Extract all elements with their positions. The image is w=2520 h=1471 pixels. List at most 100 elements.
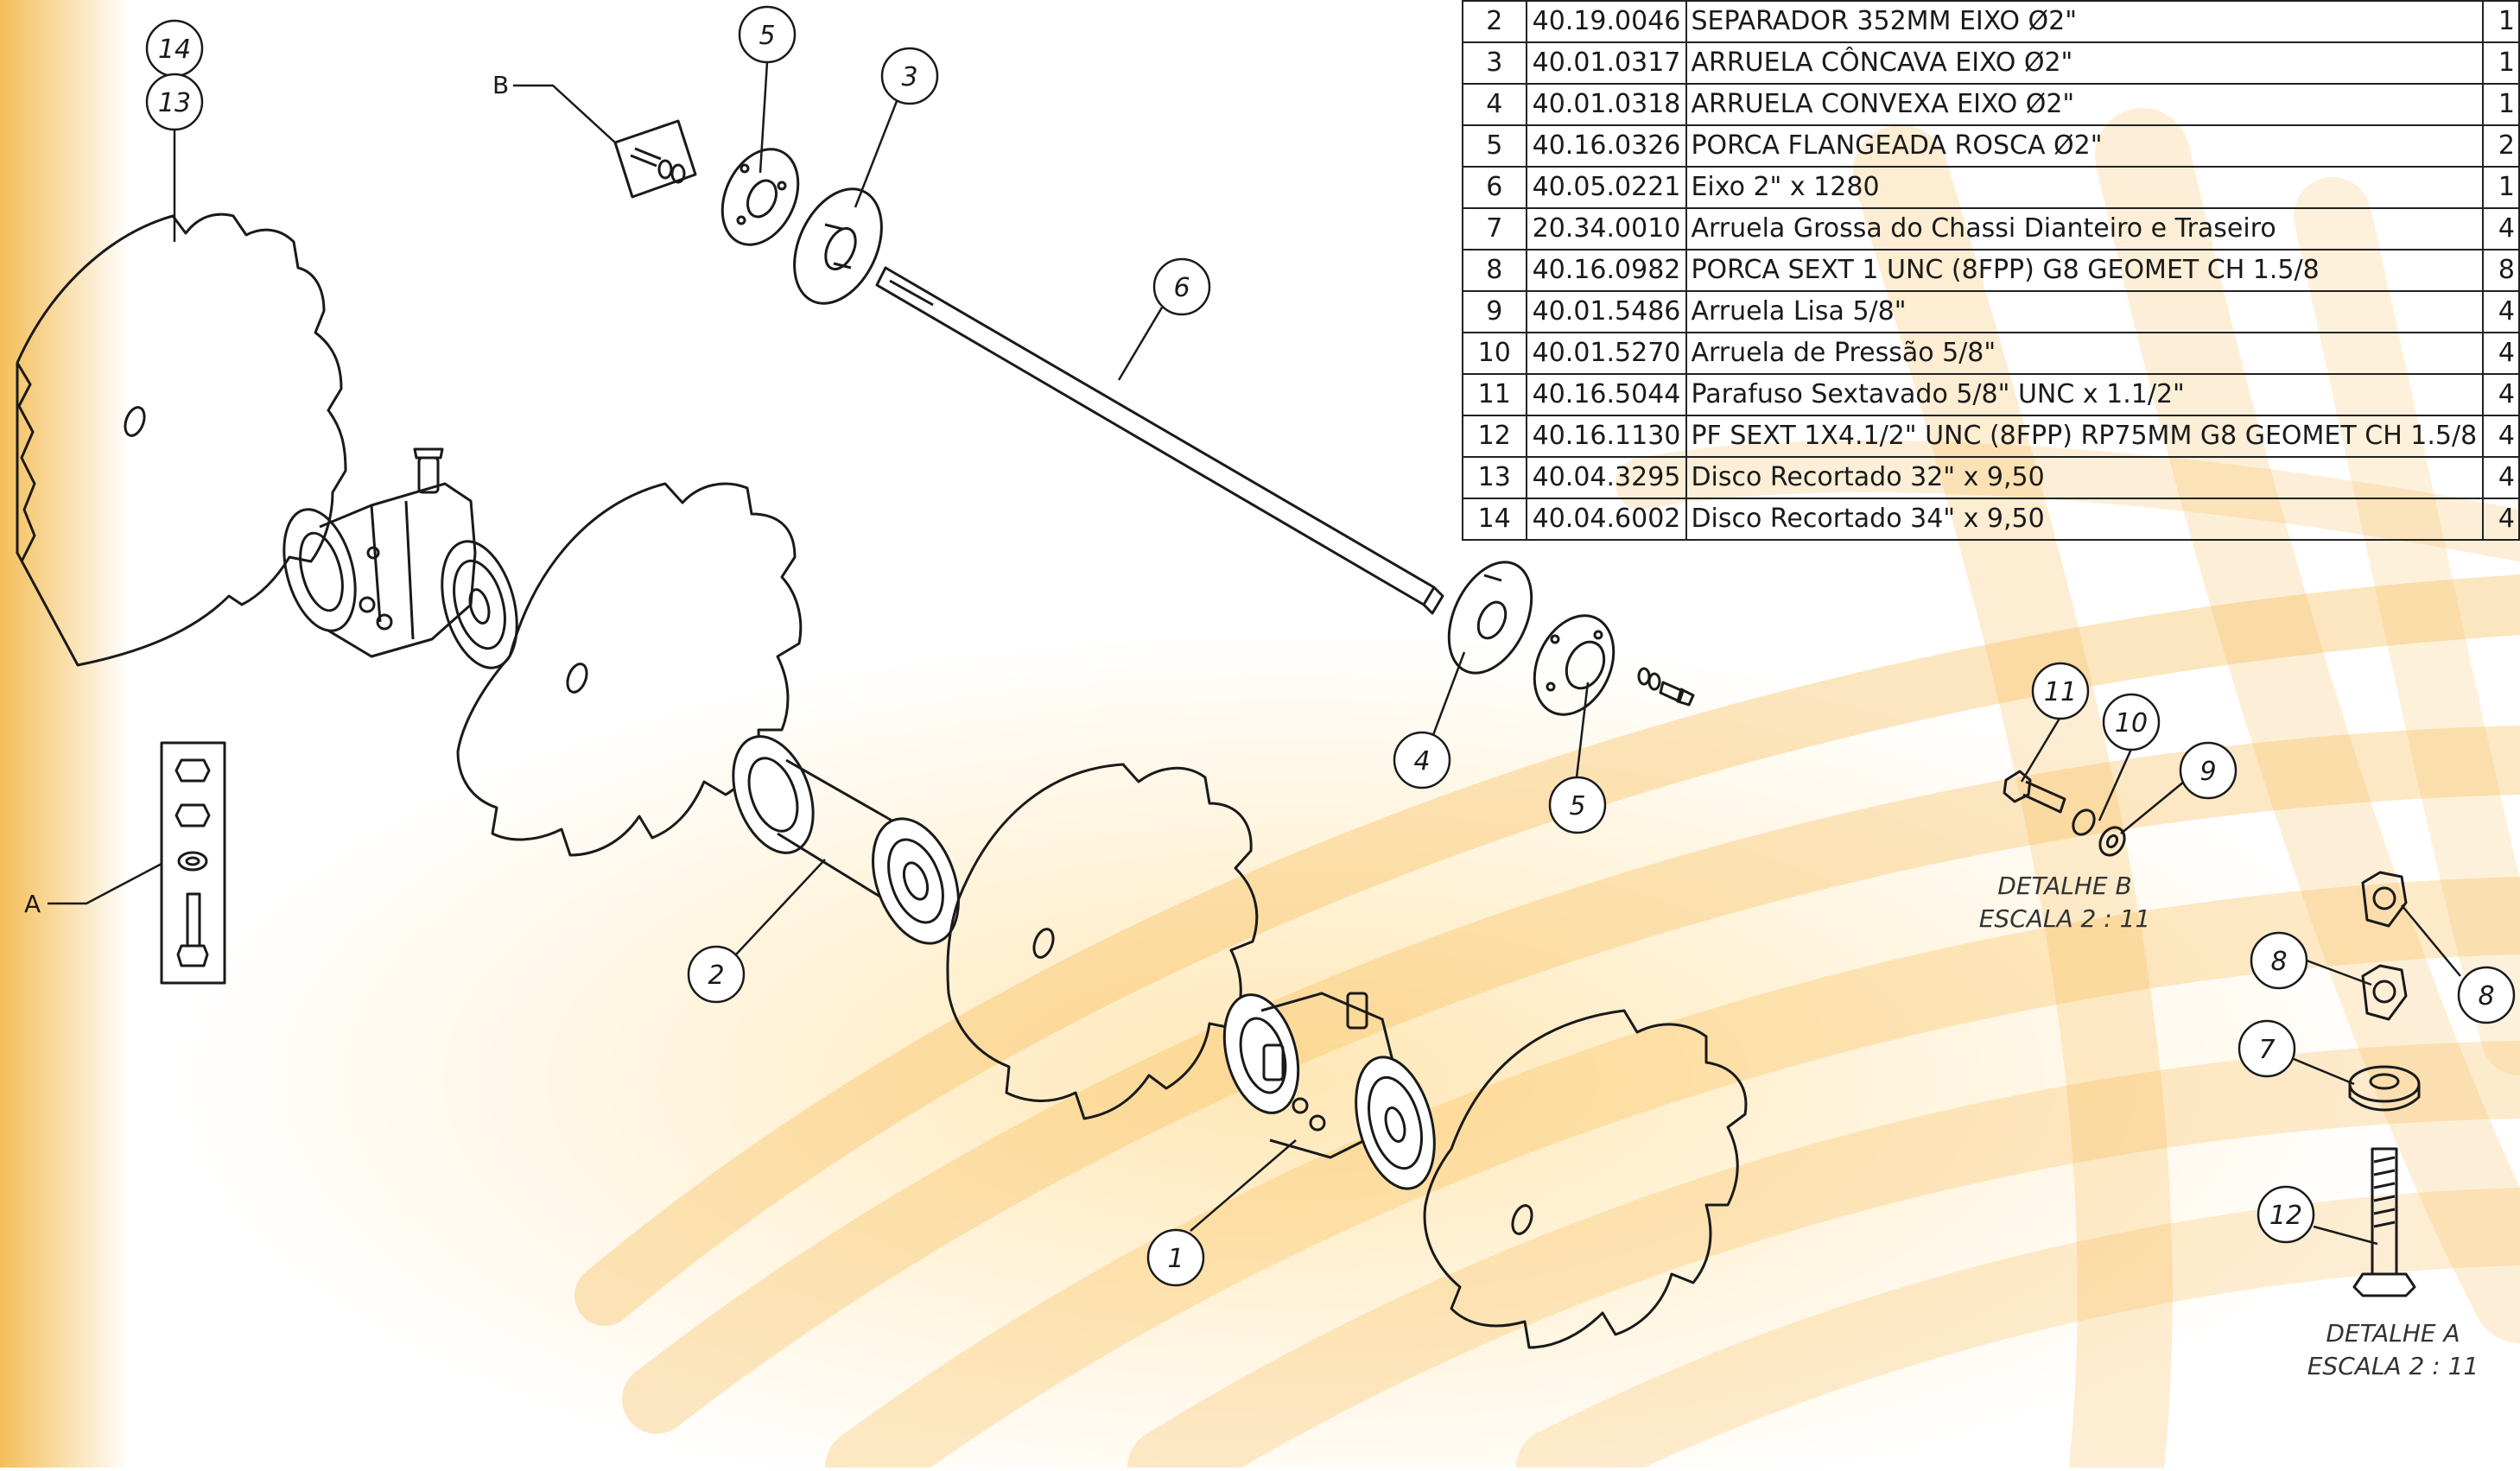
table-cell-item: 5 [1462,124,1527,168]
table-cell-description: PORCA FLANGEADA ROSCA Ø2" [1685,124,2485,168]
table-cell-description: ARRUELA CONVEXA EIXO Ø2" [1685,83,2485,126]
table-row: 7 20.34.0010 Arruela Grossa do Chassi Dian… [1462,207,2520,250]
table-cell-qty: 4 [2482,332,2520,375]
detail-a-parts-frame [160,741,226,985]
flanged-nut-upper [720,148,800,246]
table-cell-qty: 1 [2482,83,2520,126]
table-cell-qty: 8 [2482,249,2520,292]
balloon-12: 12 [2269,1201,2302,1231]
table-cell-qty: 4 [2482,498,2520,541]
table-row: 11 40.16.5044 Parafuso Sextavado 5/8" UNC … [1462,373,2520,416]
table-cell-code: 40.04.6002 [1525,498,1688,541]
balloon-5-lower: 5 [1569,791,1585,821]
balloon-7: 7 [2258,1035,2275,1065]
table-row: 12 40.16.1130 PF SEXT 1X4.1/2" UNC (8FPP) … [1462,415,2520,458]
table-row: 8 40.16.0982 PORCA SEXT 1 UNC (8FPP) G8 GE… [1462,249,2520,292]
balloon-4: 4 [1413,746,1430,777]
table-cell-description: Arruela Grossa do Chassi Dianteiro e Tra… [1685,207,2485,250]
flanged-nut-right [1533,614,1615,716]
table-cell-description: PF SEXT 1X4.1/2" UNC (8FPP) RP75MM G8 GE… [1685,415,2485,458]
table-cell-qty: 1 [2482,0,2520,43]
detail-a-parts [2348,871,2421,1297]
table-cell-item: 13 [1462,456,1527,499]
table-cell-description: Arruela Lisa 5/8" [1685,290,2485,333]
detail-b-parts [2003,770,2126,857]
table-cell-code: 40.04.3295 [1525,456,1688,499]
concave-washer [793,187,883,305]
table-cell-qty: 2 [2482,124,2520,168]
table-cell-qty: 4 [2482,290,2520,333]
balloon-labels: 14 13 5 3 6 4 5 2 1 11 10 9 8 8 7 12 [158,21,2495,1274]
small-bolt-right [1637,667,1695,707]
table-cell-description: Parafuso Sextavado 5/8" UNC x 1.1/2" [1685,373,2485,416]
table-cell-code: 40.16.1130 [1525,415,1688,458]
bearing-hub-lower [1222,992,1436,1190]
table-cell-item: 11 [1462,373,1527,416]
callout-letter-b: B [492,71,509,99]
table-cell-description: SEPARADOR 352MM EIXO Ø2" [1685,0,2485,43]
detail-b-scale: ESCALA 2 : 11 [1979,904,2151,933]
balloon-14: 14 [158,35,191,65]
table-cell-description: Eixo 2" x 1280 [1685,166,2485,209]
table-row: 4 40.01.0318 ARRUELA CONVEXA EIXO Ø2" 1 [1462,83,2520,126]
bearing-hub-left [282,447,518,669]
table-cell-item: 2 [1462,0,1527,43]
table-row: 3 40.01.0317 ARRUELA CÔNCAVA EIXO Ø2" 1 [1462,41,2520,85]
detail-captions: DETALHE B ESCALA 2 : 11 DETALHE A ESCALA… [1979,872,2479,1380]
balloon-6: 6 [1173,273,1190,303]
table-cell-qty: 1 [2482,41,2520,85]
table-cell-qty: 4 [2482,415,2520,458]
balloon-2: 2 [708,961,724,991]
balloon-11: 11 [2044,677,2077,707]
table-row: 6 40.05.0221 Eixo 2" x 1280 1 [1462,166,2520,209]
table-cell-description: Arruela de Pressão 5/8" [1685,332,2485,375]
table-cell-item: 10 [1462,332,1527,375]
table-cell-description: Disco Recortado 34" x 9,50 [1685,498,2485,541]
table-row: 10 40.01.5270 Arruela de Pressão 5/8" 4 [1462,332,2520,375]
table-cell-item: 3 [1462,41,1527,85]
table-cell-qty: 1 [2482,166,2520,209]
disc-left [16,212,347,667]
leader-lines [48,61,2461,1246]
detail-callout-letters: B A [24,71,509,918]
table-cell-code: 40.05.0221 [1525,166,1688,209]
detail-a-scale: ESCALA 2 : 11 [2307,1352,2479,1380]
detail-a-title: DETALHE A [2326,1319,2460,1347]
balloon-8-left: 8 [2270,947,2287,977]
convex-washer [1447,561,1533,675]
table-cell-code: 40.16.5044 [1525,373,1688,416]
disc-bottom-right [1423,1009,1748,1349]
table-cell-item: 8 [1462,249,1527,292]
table-cell-code: 40.16.0982 [1525,249,1688,292]
balloon-13: 13 [158,88,191,118]
table-cell-code: 40.01.0317 [1525,41,1688,85]
balloons [145,5,2516,1287]
table-cell-code: 40.01.0318 [1525,83,1688,126]
table-cell-code: 40.01.5486 [1525,290,1688,333]
table-row: 9 40.01.5486 Arruela Lisa 5/8" 4 [1462,290,2520,333]
table-cell-code: 40.16.0326 [1525,124,1688,168]
shaft-axle [875,266,1444,615]
balloon-10: 10 [2115,708,2148,739]
balloon-8-right: 8 [2478,981,2494,1011]
table-cell-item: 4 [1462,83,1527,126]
table-row: 13 40.04.3295 Disco Recortado 32" x 9,50 4 [1462,456,2520,499]
table-cell-item: 9 [1462,290,1527,333]
table-row: 5 40.16.0326 PORCA FLANGEADA ROSCA Ø2" 2 [1462,124,2520,168]
bolt-group-b [613,119,697,199]
balloon-5-upper: 5 [759,21,775,51]
table-cell-item: 7 [1462,207,1527,250]
table-cell-code: 20.34.0010 [1525,207,1688,250]
table-cell-qty: 4 [2482,456,2520,499]
table-cell-qty: 4 [2482,207,2520,250]
table-cell-item: 6 [1462,166,1527,209]
spacer-tube [732,735,960,945]
table-cell-qty: 4 [2482,373,2520,416]
table-cell-item: 12 [1462,415,1527,458]
balloon-9: 9 [2199,757,2216,787]
callout-letter-a: A [24,890,41,918]
table-row: 2 40.19.0046 SEPARADOR 352MM EIXO Ø2" 1 [1462,0,2520,43]
table-row: 14 40.04.6002 Disco Recortado 34" x 9,50 4 [1462,498,2520,541]
